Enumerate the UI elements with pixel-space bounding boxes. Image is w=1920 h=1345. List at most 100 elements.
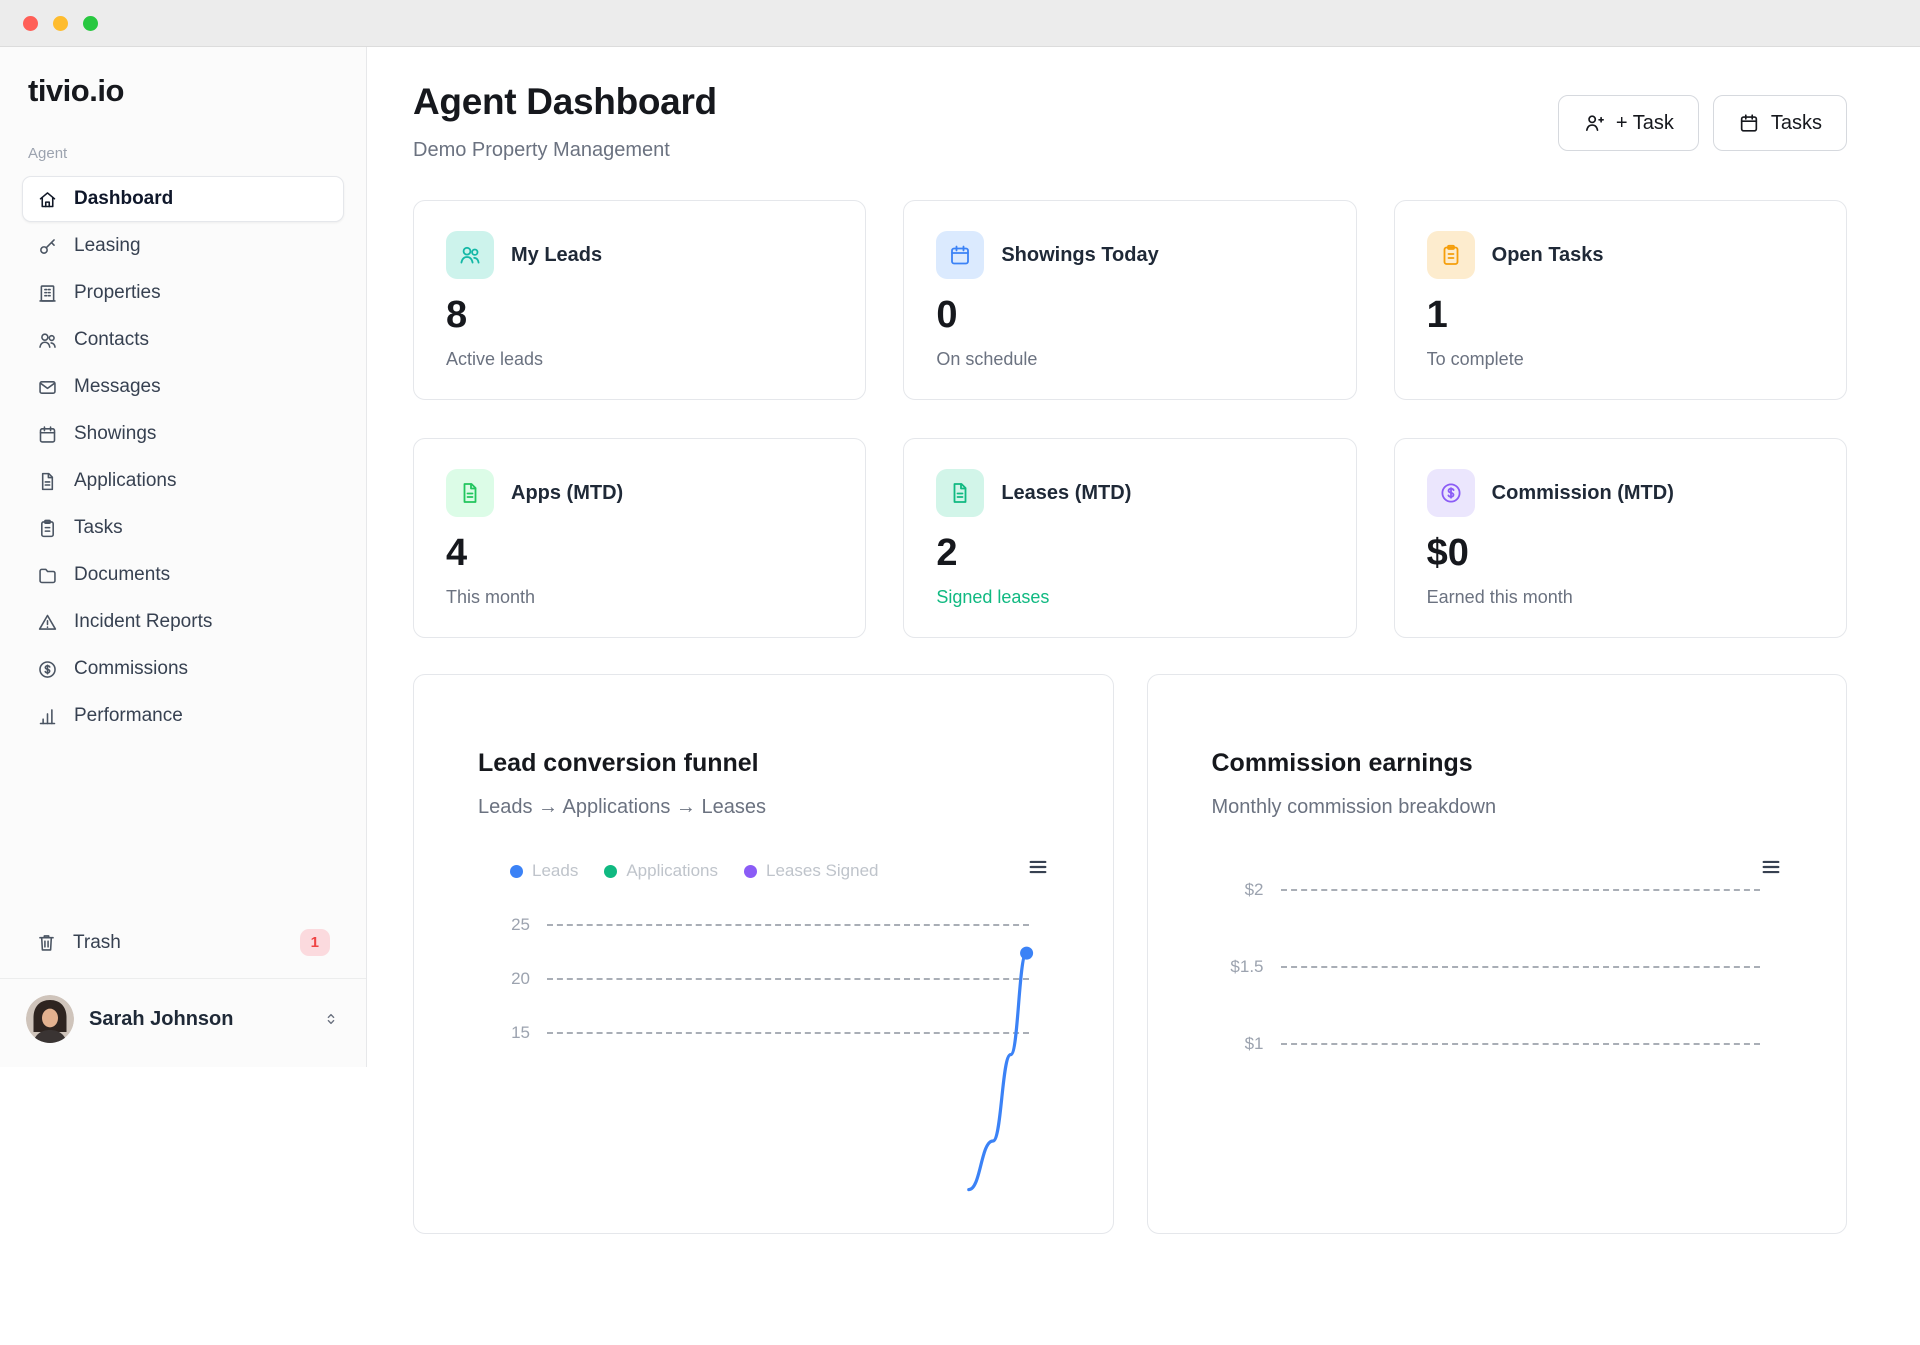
sidebar-item-label: Leasing [74,235,141,256]
trash-count-badge: 1 [299,929,330,956]
chart-title: Lead conversion funnel [478,749,759,777]
sidebar-item-label: Messages [74,376,161,397]
sidebar-item-incident-reports[interactable]: Incident Reports [22,599,344,645]
stat-card-leases-mtd: Leases (MTD) 2 Signed leases [903,438,1357,638]
people-icon [37,330,58,351]
gridline-dash [547,924,1029,926]
legend-dot [510,864,523,878]
stat-value: 8 [446,294,468,336]
stats-grid: My Leads 8 Active leads Showings Today 0… [413,200,1847,638]
stat-sub: Signed leases [936,587,1050,607]
chart-menu-icon[interactable] [1760,856,1782,883]
sidebar-item-label: Commissions [74,658,189,679]
home-icon [37,189,58,210]
legend-item-leases-signed[interactable]: Leases Signed [744,861,878,881]
legend-item-applications[interactable]: Applications [604,861,718,881]
dollar-circle-icon [1426,469,1475,517]
sidebar-item-label: Contacts [74,329,149,350]
key-icon [37,236,58,257]
sidebar-item-tasks[interactable]: Tasks [22,505,344,551]
sidebar-item-trash[interactable]: Trash 1 [22,919,344,966]
stat-sub: This month [446,587,536,607]
stat-value: 2 [936,532,958,574]
page-header: Agent Dashboard Demo Property Management… [413,81,1847,162]
legend-label: Leases Signed [766,861,879,880]
y-axis-tick-label: $1 [1244,1034,1264,1053]
legend-label: Leads [532,861,579,880]
stat-sub: To complete [1426,349,1524,369]
macos-titlebar [0,0,1920,47]
tasks-button-label: Tasks [1770,111,1822,134]
main-content: Agent Dashboard Demo Property Management… [367,47,1920,1234]
stat-sub: Active leads [446,349,544,369]
stat-label: Open Tasks [1491,243,1604,266]
series-point [1020,946,1034,960]
chart-menu-icon[interactable] [1027,856,1049,883]
stat-card-commission-mtd: Commission (MTD) $0 Earned this month [1393,438,1847,638]
sidebar-section-label: Agent [28,145,68,162]
stat-value: 0 [936,294,958,336]
avatar [26,995,74,1043]
logo-dot: . [89,73,98,108]
gridline-dash [1280,889,1760,891]
calendar-icon [936,231,985,279]
app-logo: tivio.io [28,73,338,109]
stat-label: My Leads [511,243,603,266]
sidebar-item-messages[interactable]: Messages [22,364,344,410]
calendar-icon [1738,112,1760,134]
trash-label: Trash [73,931,121,953]
bar-chart-icon [37,706,58,727]
chart-legend: Leads Applications Leases Signed [510,861,878,881]
sidebar-item-leasing[interactable]: Leasing [22,223,344,269]
y-axis-tick-label: 20 [511,969,530,988]
sidebar-nav: Dashboard Leasing Properties Contacts Me… [0,176,366,740]
chart-series-canvas [967,946,1034,1192]
stat-label: Leases (MTD) [1001,481,1132,504]
stat-card-open-tasks: Open Tasks 1 To complete [1393,200,1847,400]
sidebar-item-commissions[interactable]: Commissions [22,646,344,692]
tasks-button[interactable]: Tasks [1712,95,1847,151]
close-window-button[interactable] [23,15,38,31]
stat-sub: Earned this month [1426,587,1573,607]
hamburger-icon [1027,856,1049,878]
add-task-button-label: + Task [1615,111,1674,134]
gridline-dash [547,978,1029,980]
sidebar-item-contacts[interactable]: Contacts [22,317,344,363]
stat-label: Commission (MTD) [1491,481,1674,504]
logo-text-suffix: io [97,73,124,108]
sidebar-item-performance[interactable]: Performance [22,693,344,739]
sidebar-item-label: Showings [74,423,157,444]
user-menu[interactable]: Sarah Johnson [0,978,366,1067]
stat-card-my-leads: My Leads 8 Active leads [413,200,867,400]
gridline-dash [1280,966,1760,968]
trash-icon [36,932,57,953]
zoom-window-button[interactable] [83,15,98,31]
sidebar-item-applications[interactable]: Applications [22,458,344,504]
legend-dot [744,864,757,878]
minimize-window-button[interactable] [53,15,68,31]
chart-plot-area: $2 $1.5 $1 [1204,880,1791,1310]
clipboard-icon [1426,231,1475,279]
user-name: Sarah Johnson [89,1007,234,1030]
stat-value: 1 [1426,294,1448,336]
charts-row: Lead conversion funnel Leads → Applicati… [413,674,1847,1234]
logo-text-primary: tivio [28,73,90,108]
add-task-button[interactable]: + Task [1557,95,1699,151]
sidebar-item-documents[interactable]: Documents [22,552,344,598]
legend-item-leads[interactable]: Leads [510,861,578,881]
header-actions: + Task Tasks [1557,95,1847,151]
sidebar-item-properties[interactable]: Properties [22,270,344,316]
chart-subtitle: Monthly commission breakdown [1211,796,1497,818]
stat-sub: On schedule [936,349,1038,369]
lead-funnel-chart-card: Lead conversion funnel Leads → Applicati… [413,674,1114,1234]
sidebar-item-showings[interactable]: Showings [22,411,344,457]
chevron-up-down-icon[interactable] [322,1010,340,1028]
chart-subtitle: Leads → Applications → Leases [478,796,766,818]
folder-icon [37,565,58,586]
sidebar-item-label: Documents [74,564,171,585]
y-axis-tick-label: 25 [511,915,530,934]
sidebar-item-label: Incident Reports [74,611,213,632]
stat-card-showings-today: Showings Today 0 On schedule [903,200,1357,400]
sidebar-item-label: Dashboard [74,188,174,209]
sidebar-item-dashboard[interactable]: Dashboard [22,176,344,222]
